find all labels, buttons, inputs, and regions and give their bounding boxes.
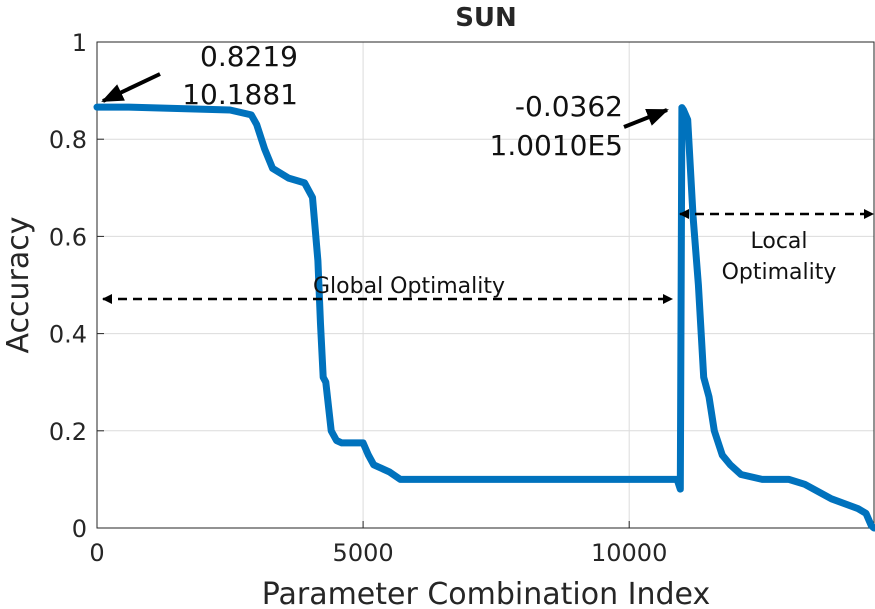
local-optimality-label-2: Optimality [722,260,837,285]
axis-ticks: 0 0.2 0.4 0.6 0.8 1 0 5000 10000 [49,29,668,567]
global-optimality-label: Global Optimality [313,274,505,299]
peak-annotation-value-1: -0.0362 [515,90,623,123]
chart-title: SUN [455,3,517,33]
y-tick-label-4: 0.8 [49,126,87,154]
x-tick-label-0: 0 [89,539,104,567]
y-tick-label-2: 0.4 [49,321,87,349]
x-tick-label-1: 5000 [333,539,394,567]
y-tick-label-0: 0 [72,515,87,543]
local-optimality-label-1: Local [750,229,807,254]
start-annotation-value-1: 0.8219 [200,40,298,73]
y-axis-label: Accuracy [1,217,36,354]
peak-annotation-value-2: 1.0010E5 [490,129,623,162]
series-line-0 [93,103,875,532]
annotations: 0.8219 10.1881 -0.0362 1.0010E5 Global Optim… [101,40,874,304]
plot-area-frame [96,41,875,529]
x-axis-label: Parameter Combination Index [262,577,711,609]
y-tick-label-1: 0.2 [49,418,87,446]
y-tick-label-5: 1 [72,29,87,57]
peak-annotation-arrow [623,108,669,129]
start-annotation-arrow [101,72,161,103]
start-annotation-value-2: 10.1881 [182,78,298,111]
x-tick-label-2: 10000 [591,539,667,567]
y-tick-label-3: 0.6 [49,223,87,251]
data-series [93,103,875,532]
